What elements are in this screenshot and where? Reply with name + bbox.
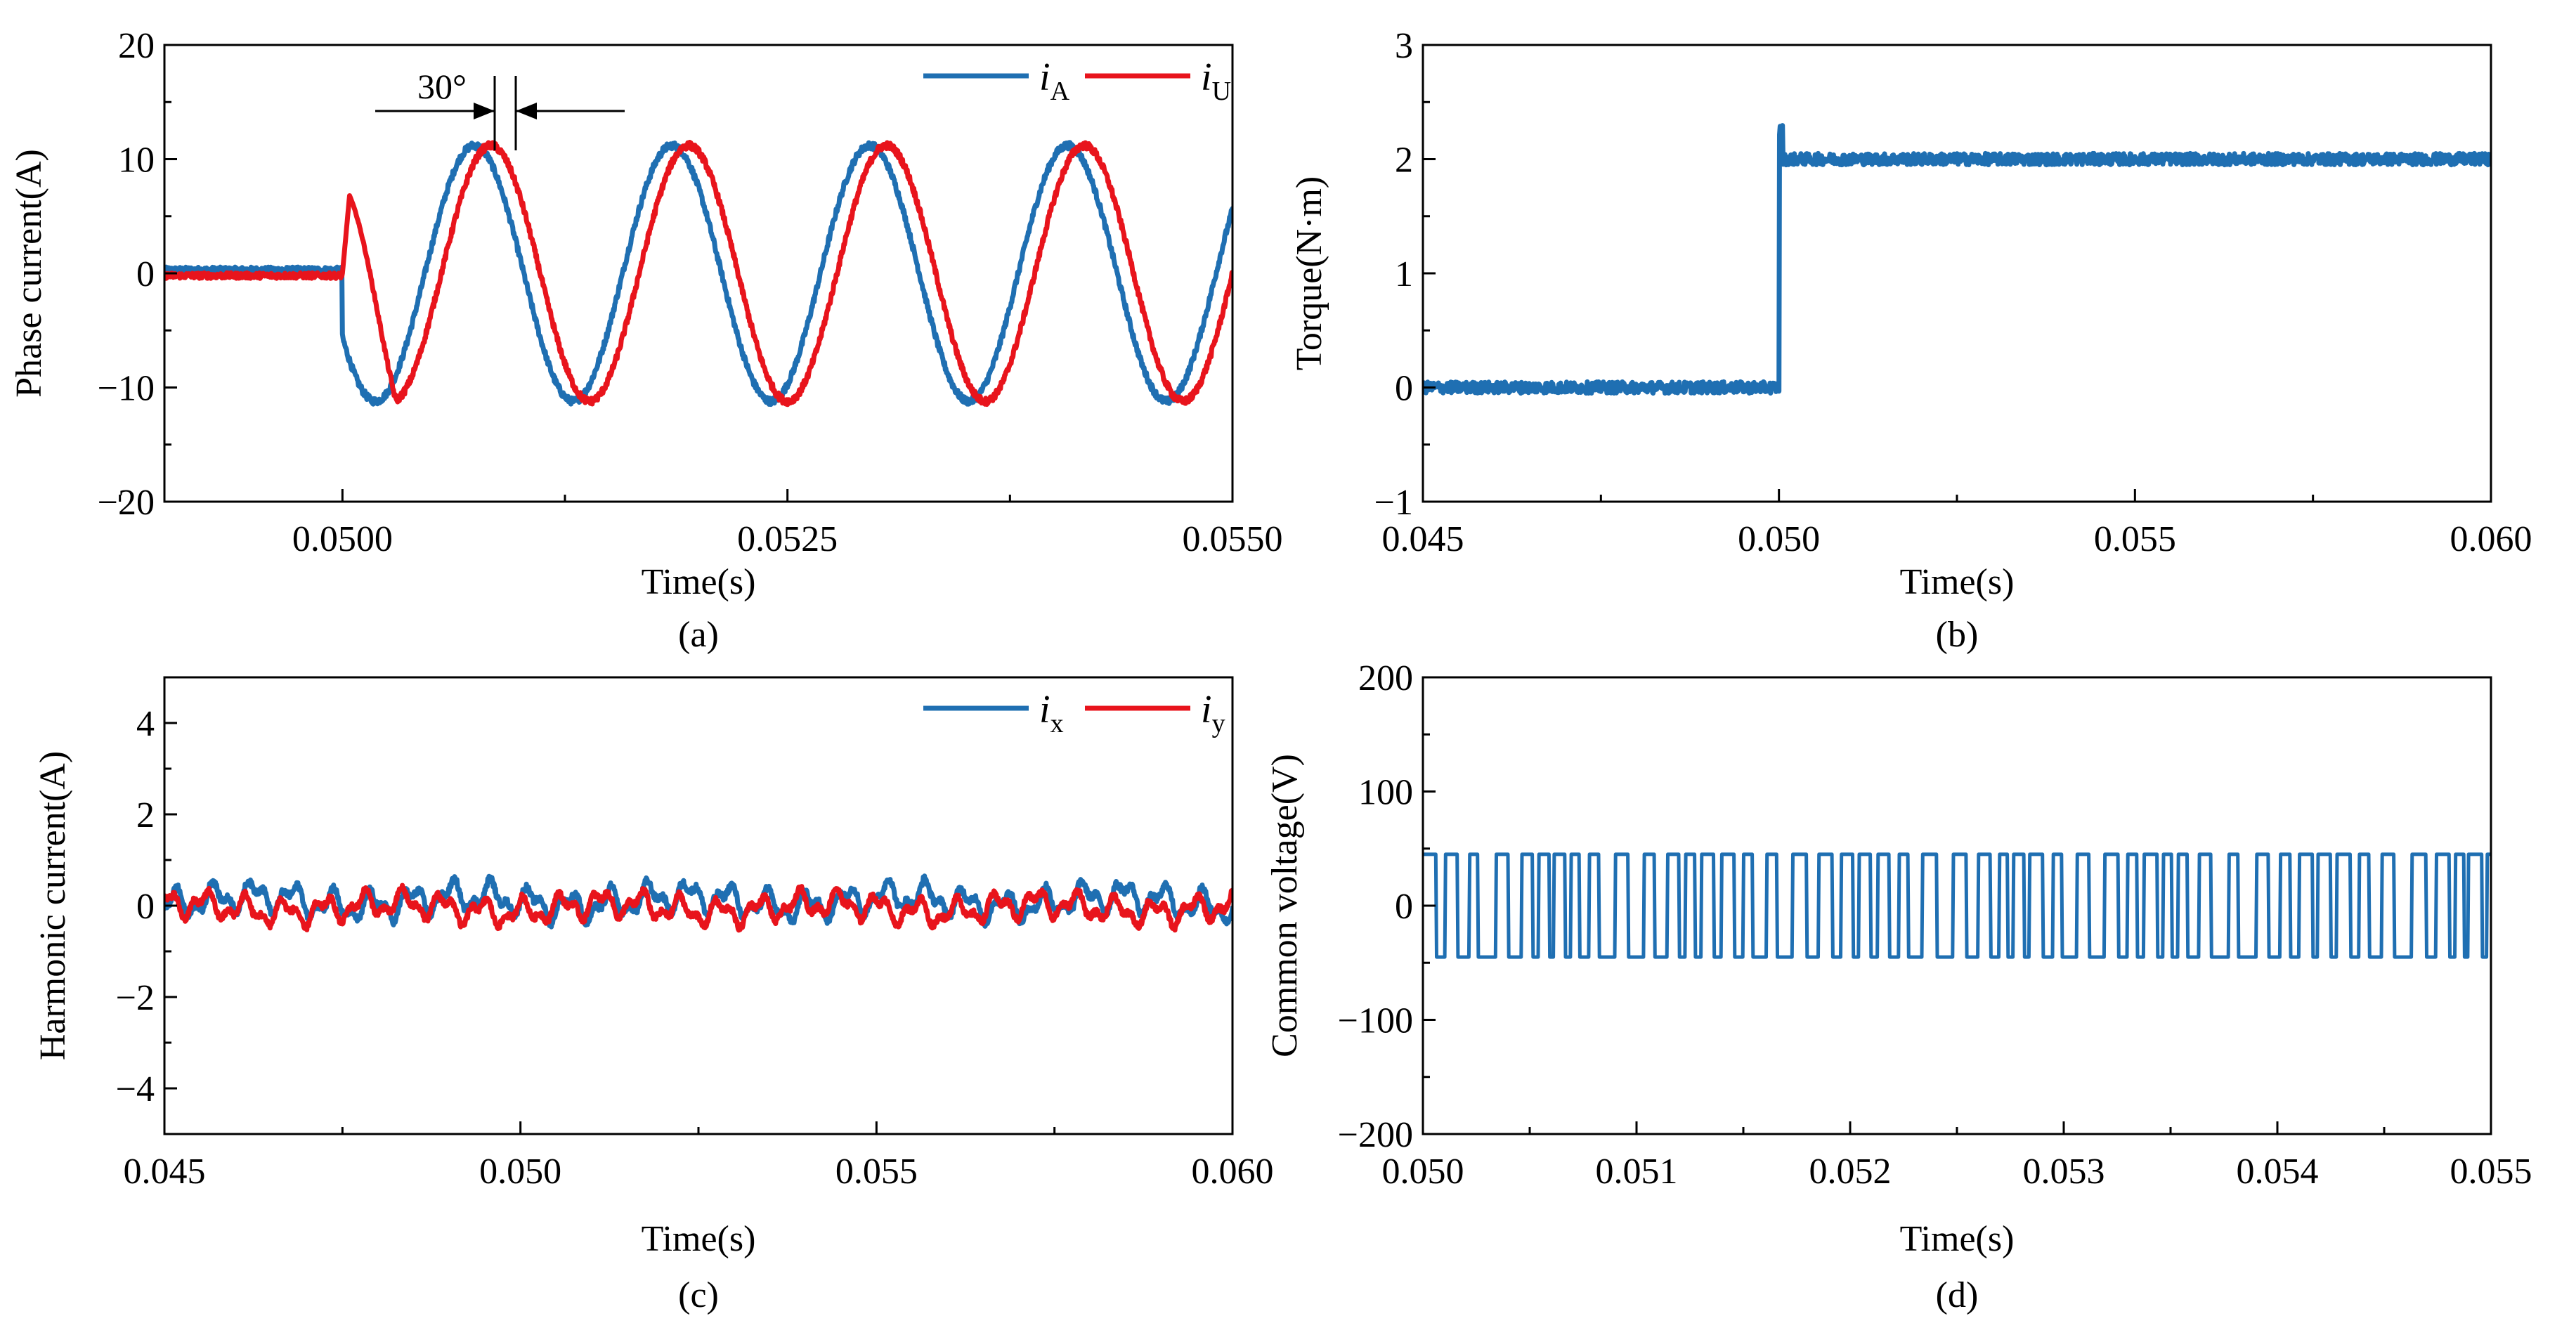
series-c-ix — [164, 873, 1232, 930]
ytick-label-d: 100 — [1358, 773, 1413, 813]
legend-label-a-0: iA — [1039, 56, 1070, 106]
ytick-label-b: 1 — [1395, 254, 1413, 294]
series-group-a — [164, 140, 1232, 408]
ytick-label-a: 10 — [118, 141, 155, 181]
ytick-label-c: 0 — [136, 887, 155, 927]
ytick-label-d: −100 — [1338, 1001, 1413, 1041]
series-group-b — [1423, 123, 2491, 396]
ylabel-a: Phase current(A) — [9, 149, 49, 398]
ytick-label-b: −1 — [1374, 483, 1413, 523]
ylabel-b: Torque(N·m) — [1289, 176, 1329, 370]
xtick-label-d: 0.054 — [2237, 1152, 2319, 1192]
series-c-iy — [164, 882, 1232, 933]
xtick-label-c: 0.050 — [479, 1152, 561, 1192]
ytick-label-c: −4 — [116, 1069, 155, 1109]
legend-label-a-1: iU — [1201, 56, 1231, 106]
xtick-label-d: 0.051 — [1596, 1152, 1678, 1192]
series-b-torque — [1423, 123, 2491, 396]
ytick-label-a: 20 — [118, 26, 155, 66]
ytick-label-b: 3 — [1395, 26, 1413, 66]
series-d-common-voltage — [1423, 852, 2491, 959]
ytick-label-d: 200 — [1358, 658, 1413, 698]
xtick-label-a: 0.0500 — [292, 519, 393, 559]
ylabel-d: Common voltage(V) — [1265, 754, 1305, 1057]
panel-b: 0.045 0.050 0.055 0.060 −1 0 1 2 3 Time(s) Torque(… — [1289, 26, 2532, 655]
xtick-label-a: 0.0525 — [737, 519, 838, 559]
xlabel-b: Time(s) — [1900, 562, 2015, 602]
xtick-label-a: 0.0550 — [1183, 519, 1283, 559]
legend-label-c-1: iy — [1201, 688, 1225, 738]
series-group-c — [164, 873, 1232, 933]
ytick-label-c: 4 — [136, 704, 155, 744]
xlabel-c: Time(s) — [642, 1219, 756, 1259]
panel-c: 0.045 0.050 0.055 0.060 −4 −2 0 2 4 Time(s) Harmon… — [33, 676, 1274, 1315]
xtick-label-b: 0.055 — [2094, 519, 2176, 559]
ytick-label-d: 0 — [1395, 887, 1413, 927]
ytick-label-c: −2 — [116, 978, 155, 1018]
ytick-label-a: −20 — [98, 483, 155, 523]
xtick-label-d: 0.052 — [1809, 1152, 1892, 1192]
series-group-d — [1423, 852, 2491, 959]
phase-shift-annotation: 30° — [375, 67, 625, 150]
xtick-label-b: 0.045 — [1382, 519, 1464, 559]
ylabel-c: Harmonic current(A) — [33, 751, 73, 1060]
caption-c: (c) — [678, 1275, 719, 1315]
ytick-label-a: −10 — [98, 369, 155, 409]
ytick-label-b: 2 — [1395, 141, 1413, 181]
xlabel-d: Time(s) — [1900, 1219, 2015, 1259]
annotation-30deg: 30° — [417, 67, 467, 106]
xtick-label-b: 0.060 — [2450, 519, 2532, 559]
panel-a: 0.0500 0.0525 0.0550 −20 −10 0 10 20 Time(s) Phas… — [9, 26, 1283, 655]
xtick-label-c: 0.060 — [1192, 1152, 1274, 1192]
xtick-label-d: 0.055 — [2450, 1152, 2532, 1192]
xlabel-a: Time(s) — [642, 562, 756, 602]
xtick-label-d: 0.050 — [1382, 1152, 1464, 1192]
xtick-label-b: 0.050 — [1738, 519, 1820, 559]
panel-d: 0.050 0.051 0.052 0.053 0.054 0.055 −200 −100 0 1… — [1265, 658, 2532, 1315]
caption-a: (a) — [678, 615, 719, 655]
xtick-label-c: 0.055 — [835, 1152, 918, 1192]
legend-label-c-0: ix — [1039, 688, 1064, 738]
series-a-iu — [164, 140, 1232, 408]
xtick-label-d: 0.053 — [2023, 1152, 2105, 1192]
ytick-label-a: 0 — [136, 254, 155, 294]
ytick-label-c: 2 — [136, 795, 155, 835]
caption-d: (d) — [1936, 1275, 1979, 1315]
ytick-label-b: 0 — [1395, 369, 1413, 409]
series-a-ia — [164, 140, 1232, 408]
xtick-label-c: 0.045 — [124, 1152, 206, 1192]
axes-frame-b — [1422, 44, 2492, 503]
caption-b: (b) — [1936, 615, 1979, 655]
ytick-label-d: −200 — [1338, 1115, 1413, 1155]
